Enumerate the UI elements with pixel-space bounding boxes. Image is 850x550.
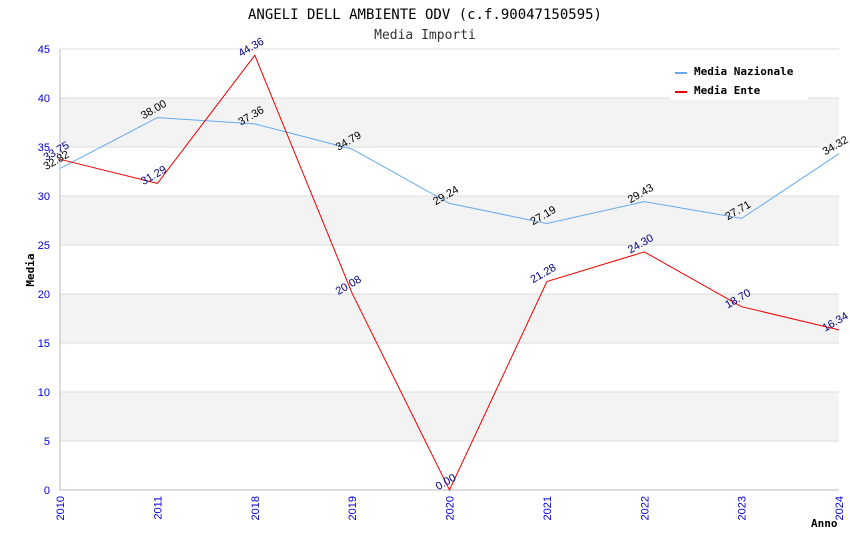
background-band: [60, 392, 839, 441]
legend: Media Nazionale Media Ente: [670, 60, 808, 100]
x-tick-label: 2020: [445, 496, 457, 520]
y-tick-label: 45: [38, 44, 50, 56]
y-tick-label: 35: [38, 142, 50, 154]
background-band: [60, 147, 839, 196]
background-band: [60, 245, 839, 294]
y-tick-labels: 0 5 10 15 20 25 30 35 40 45: [38, 44, 50, 497]
chart-title: ANGELI DELL AMBIENTE ODV (c.f.9004715059…: [248, 7, 602, 23]
y-axis-title: Media: [24, 253, 37, 286]
y-tick-label: 0: [44, 485, 50, 497]
x-tick-label: 2022: [639, 496, 651, 520]
x-tick-label: 2021: [542, 496, 554, 520]
x-tick-label: 2011: [152, 496, 164, 520]
y-tick-label: 30: [38, 191, 50, 203]
chart-subtitle: Media Importi: [374, 28, 476, 43]
x-tick-label: 2023: [737, 496, 749, 520]
background-band: [60, 343, 839, 392]
y-tick-label: 20: [38, 289, 50, 301]
x-tick-label: 2018: [250, 496, 262, 520]
series-lines: [59, 54, 840, 492]
x-axis-title: Anno: [811, 517, 838, 530]
x-tick-label: 2019: [347, 496, 359, 520]
series-line-media-nazionale: [59, 117, 840, 225]
y-tick-label: 25: [38, 240, 50, 252]
x-tick-label: 2010: [55, 496, 67, 520]
background-band: [60, 441, 839, 490]
plot-background-bands: [60, 49, 839, 490]
y-tick-label: 40: [38, 93, 50, 105]
background-band: [60, 196, 839, 245]
legend-label-media-ente: Media Ente: [694, 84, 761, 97]
background-band: [60, 98, 839, 147]
legend-label-media-nazionale: Media Nazionale: [694, 65, 794, 78]
y-tick-label: 15: [38, 338, 50, 350]
series-line-media-ente: [59, 54, 840, 492]
y-tick-label: 5: [44, 436, 50, 448]
y-tick-label: 10: [38, 387, 50, 399]
x-tick-label: 2024: [834, 496, 846, 520]
background-band: [60, 294, 839, 343]
x-tick-labels: 2010 2011 2018 2019 2020 2021 2022 2023 2024: [55, 496, 846, 520]
legend-box: [670, 60, 808, 100]
